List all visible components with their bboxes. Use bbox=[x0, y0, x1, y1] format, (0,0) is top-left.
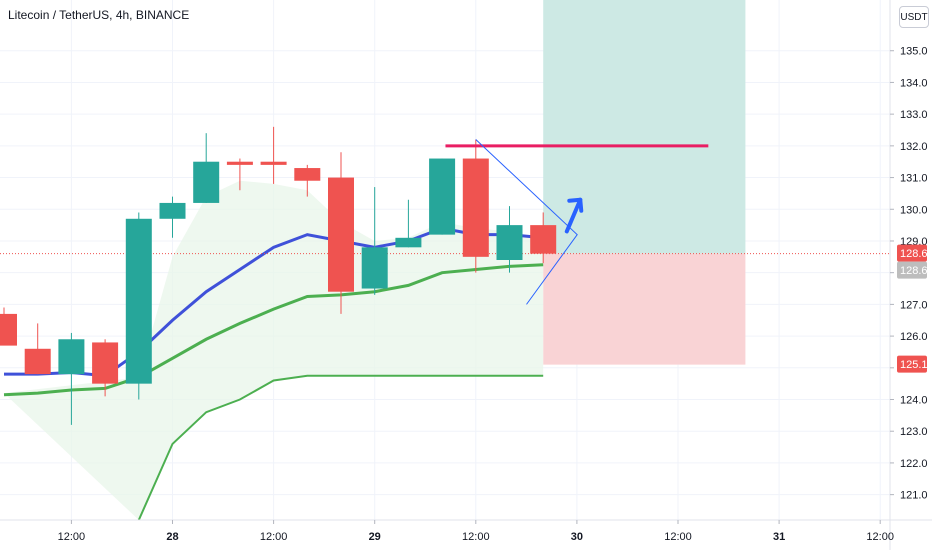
ema-slow-line bbox=[3, 263, 544, 397]
time-tick-label: 12:00 bbox=[664, 531, 692, 543]
price-tick-label: 130.0 bbox=[900, 204, 928, 216]
band-area bbox=[4, 180, 544, 521]
time-scale[interactable]: 12:00 28 12:00 29 12:00 30 12:00 31 12:00 bbox=[0, 519, 932, 543]
candle-up bbox=[125, 218, 152, 384]
candle-down bbox=[0, 313, 17, 346]
candle-up bbox=[159, 202, 186, 219]
candlestick-series bbox=[0, 126, 557, 425]
price-tick-label: 121.0 bbox=[900, 490, 928, 502]
price-label-badge bbox=[897, 244, 927, 262]
time-tick-label: 12:00 bbox=[58, 531, 86, 543]
candle-up bbox=[395, 237, 422, 248]
price-tick-label: 127.0 bbox=[900, 299, 928, 311]
candle-down bbox=[92, 342, 119, 384]
time-tick-label: 28 bbox=[166, 531, 178, 543]
price-scale[interactable]: 121.0122.0123.0124.0125.0126.0127.0128.0… bbox=[889, 0, 928, 550]
time-tick-label: 12:00 bbox=[260, 531, 288, 543]
candle-up bbox=[361, 247, 388, 289]
price-tick-label: 122.0 bbox=[900, 458, 928, 470]
candle-up bbox=[193, 161, 220, 203]
long-position-tool[interactable] bbox=[543, 0, 746, 365]
candle-up bbox=[496, 225, 523, 260]
band-fill bbox=[4, 180, 544, 521]
arrow-head-icon bbox=[567, 197, 584, 213]
price-label-badge bbox=[897, 261, 927, 279]
price-label-text: 128.6 bbox=[900, 248, 928, 260]
time-tick-label: 30 bbox=[571, 531, 583, 543]
price-tick-label: 135.0 bbox=[900, 46, 928, 58]
candle-down bbox=[462, 158, 489, 257]
time-tick-label: 31 bbox=[773, 531, 785, 543]
candle-down bbox=[260, 161, 287, 165]
time-tick-label: 29 bbox=[369, 531, 381, 543]
currency-button[interactable]: USDT bbox=[899, 6, 929, 28]
symbol-title[interactable]: Litecoin / TetherUS, 4h, BINANCE bbox=[8, 8, 190, 22]
price-tick-label: 132.0 bbox=[900, 141, 928, 153]
price-tick-label: 133.0 bbox=[900, 109, 928, 121]
loss-zone bbox=[543, 253, 746, 365]
time-tick-label: 12:00 bbox=[462, 531, 490, 543]
candle-down bbox=[294, 168, 321, 181]
candle-down bbox=[24, 348, 51, 375]
candle-up bbox=[429, 158, 456, 235]
candle-up bbox=[58, 339, 85, 375]
price-label-text: 125.1 bbox=[900, 359, 928, 371]
price-tick-label: 123.0 bbox=[900, 426, 928, 438]
price-tick-label: 131.0 bbox=[900, 173, 928, 185]
price-label-text: 128.6 bbox=[900, 265, 928, 277]
candle-down bbox=[328, 177, 354, 292]
lower-band-line bbox=[137, 374, 544, 521]
candle-down bbox=[530, 225, 557, 254]
drawing-objects[interactable] bbox=[445, 139, 709, 305]
price-tick-label: 126.0 bbox=[900, 331, 928, 343]
price-tick-label: 134.0 bbox=[900, 77, 928, 89]
time-tick-label: 12:00 bbox=[866, 531, 894, 543]
price-label-badge bbox=[897, 355, 927, 373]
arrow-icon bbox=[564, 197, 583, 234]
triangle-pattern bbox=[475, 139, 578, 305]
candle-down bbox=[226, 161, 253, 165]
price-tick-label: 124.0 bbox=[900, 395, 928, 407]
